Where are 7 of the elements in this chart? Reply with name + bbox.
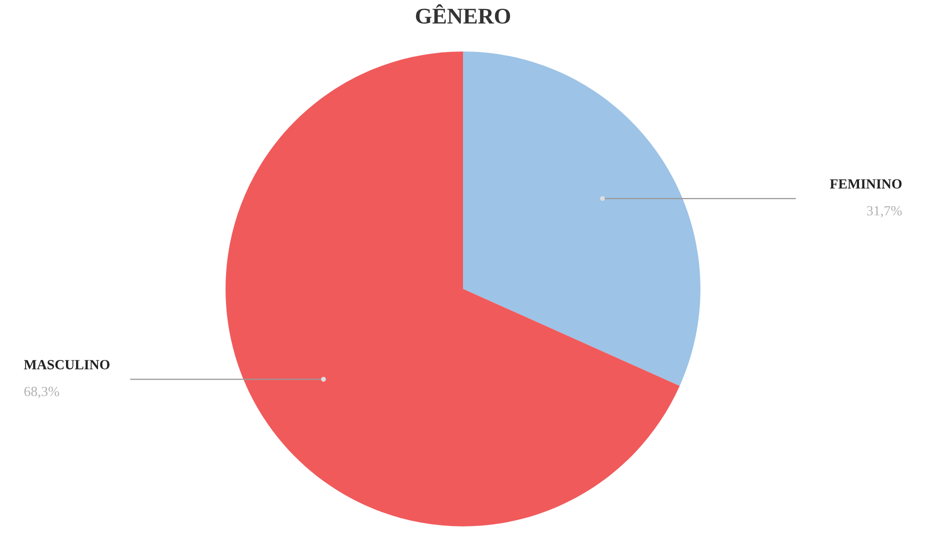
data-label: 31,7% xyxy=(867,206,902,218)
slice-label: FEMININO xyxy=(830,179,902,189)
pie-slice xyxy=(463,51,700,386)
chart-title: GÊNERO xyxy=(416,4,510,24)
data-label: 68,3% xyxy=(24,386,60,398)
slice-label: MASCULINO xyxy=(24,360,110,370)
pie-slice xyxy=(226,51,680,526)
